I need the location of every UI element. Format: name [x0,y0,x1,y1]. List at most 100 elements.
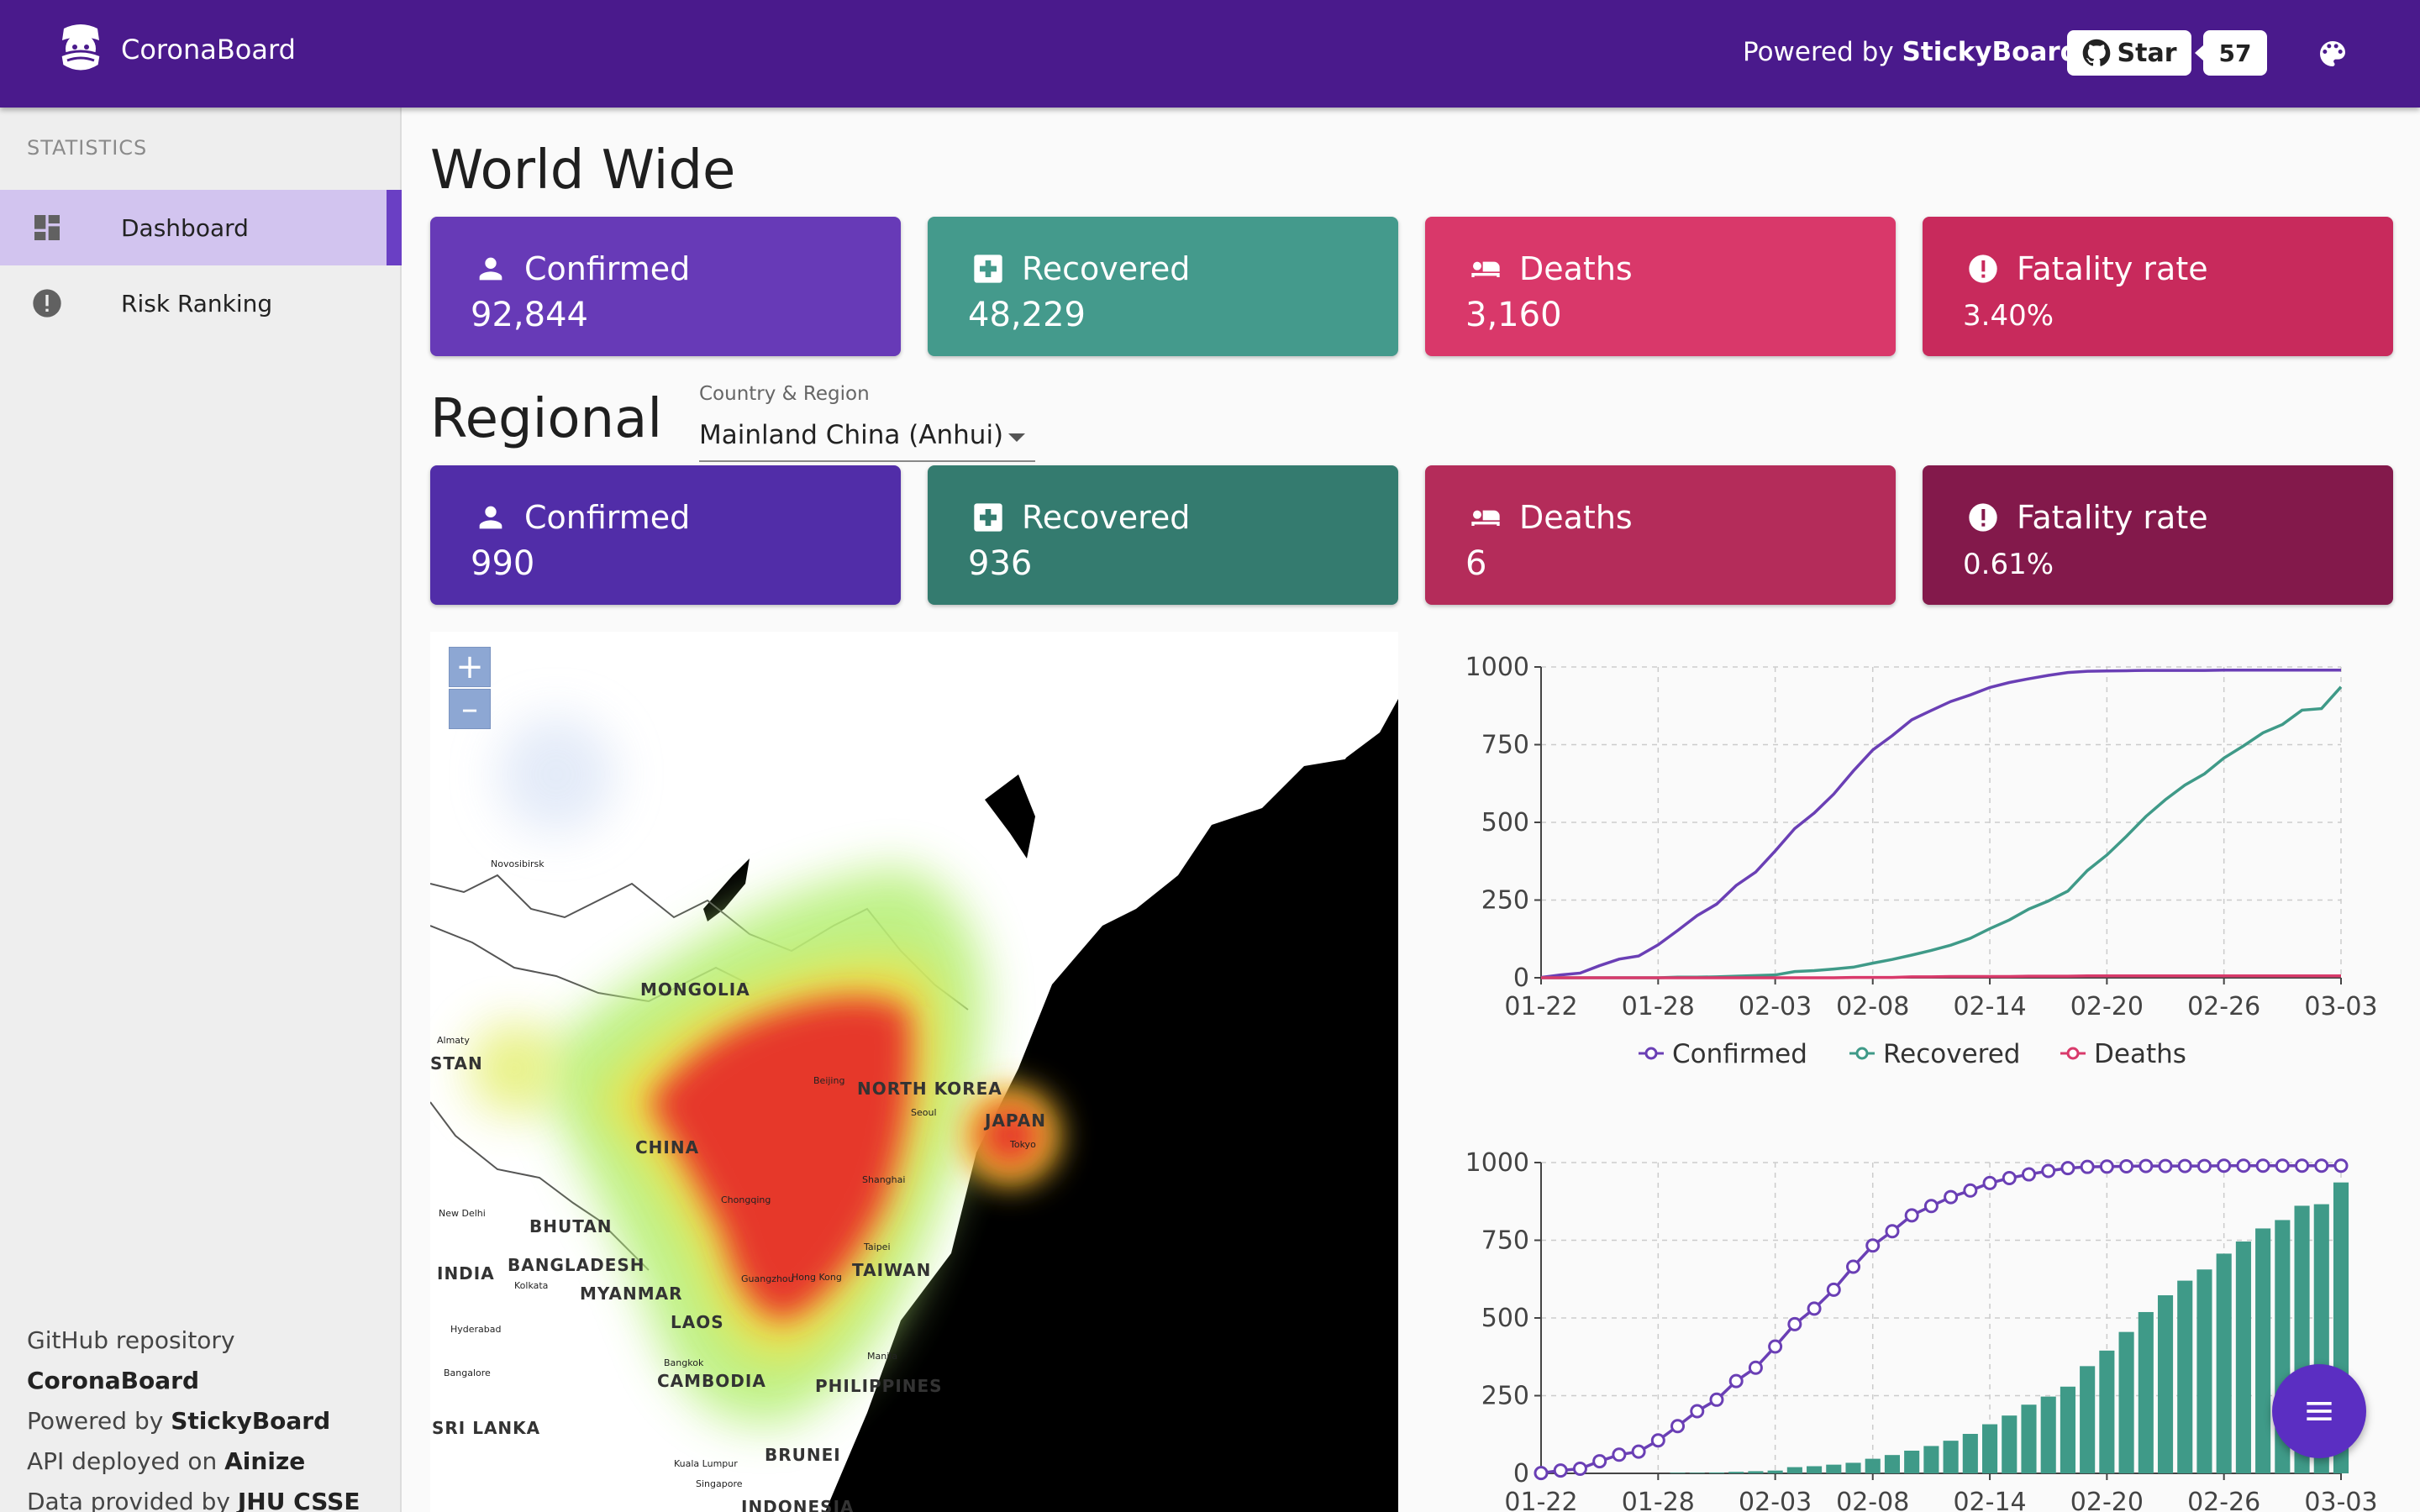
bar-recovered [1904,1450,1920,1473]
point-confirmed [1963,1183,1978,1198]
country-region-select[interactable]: Mainland China (Anhui) [699,413,1035,462]
y-tick-label: 0 [1513,1459,1529,1488]
app-title[interactable]: CoronaBoard [121,34,296,66]
y-tick-label: 250 [1481,886,1529,916]
map-city: Seoul [911,1107,937,1118]
person-icon [479,506,502,529]
card-value: 990 [471,544,535,583]
bar-recovered [2118,1331,2134,1473]
map-city: Singapore [696,1478,743,1489]
bar-recovered [2040,1396,2056,1473]
point-confirmed [2236,1158,2251,1173]
card-label: Deaths [1519,499,1633,536]
card-value: 3,160 [1465,296,1562,334]
powered-by[interactable]: Powered by StickyBoard [1743,37,2079,67]
map-label-indonesia: INDONESIA [741,1497,855,1512]
map-city: Kuala Lumpur [674,1458,738,1469]
zoom-out-button[interactable]: – [449,689,491,729]
menu-fab-button[interactable] [2272,1364,2366,1458]
regional-fatality-rate-card: Fatality rate 0.61% [1923,465,2393,605]
bar-recovered [2235,1241,2251,1473]
x-tick-label: 02-03 [1739,992,1812,1021]
map-label-taiwan: TAIWAN [852,1260,932,1280]
top-app-bar: CoronaBoard Powered by StickyBoard Star … [0,0,2420,108]
footer-prefix: Powered by [27,1407,164,1435]
legend-label-recovered: Recovered [1883,1039,2020,1069]
point-confirmed [1846,1259,1861,1274]
map-basemap [430,699,1398,1512]
map-city: Manila [867,1351,898,1362]
github-star-count[interactable]: 57 [2195,30,2267,76]
world-recovered-card: Recovered 48,229 [928,217,1398,356]
map-city: Hyderabad [450,1324,502,1335]
map-city: Beijing [813,1075,845,1086]
footer-link-github[interactable]: CoronaBoard [27,1367,199,1394]
footer-link-jhu-csse[interactable]: JHU CSSE [237,1488,360,1512]
map-label-philippines: PHILIPPINES [815,1376,943,1396]
map-label-stan: STAN [430,1053,483,1074]
map-city: Kolkata [514,1280,549,1291]
footer-link-ainize[interactable]: Ainize [224,1447,306,1475]
bar-recovered [1807,1466,1823,1473]
map-label-japan: JAPAN [985,1110,1046,1131]
point-confirmed [2119,1158,2134,1173]
medical-plus-icon [974,503,1002,532]
map-city: Shanghai [862,1174,906,1185]
card-label: Confirmed [524,499,691,536]
card-label: Deaths [1519,250,1633,287]
bar-recovered [1767,1470,1783,1473]
bar-recovered [1786,1467,1802,1473]
point-confirmed [2196,1158,2212,1173]
card-value: 0.61% [1963,548,2054,581]
footer-link-stickyboard[interactable]: StickyBoard [171,1407,331,1435]
point-confirmed [1553,1463,1568,1478]
regional-title: Regional [430,388,663,450]
card-value: 3.40% [1963,299,2054,333]
sidebar-item-dashboard[interactable]: Dashboard [0,190,402,265]
point-confirmed [1592,1454,1607,1469]
map-label-china: CHINA [635,1137,700,1158]
point-confirmed [1572,1461,1587,1476]
bar-recovered [1981,1424,1998,1473]
zoom-in-button[interactable]: + [449,647,491,687]
map-label-north-korea: NORTH KOREA [857,1079,1002,1099]
x-tick-label: 02-26 [2187,1488,2260,1512]
github-star-button[interactable]: Star [2067,30,2191,76]
point-confirmed [2314,1158,2329,1173]
footer-line-api: API deployed on Ainize [27,1441,400,1482]
map-city: Bangalore [444,1368,491,1378]
map-city: Bangkok [664,1357,704,1368]
point-confirmed [1865,1238,1881,1253]
point-confirmed [2002,1171,2017,1185]
bar-recovered [1943,1441,1959,1473]
footer-line-data: Data provided by JHU CSSE [27,1482,400,1512]
sidebar-item-label: Dashboard [121,213,249,242]
regional-deaths-card: Deaths 6 [1425,465,1896,605]
point-confirmed [1826,1282,1841,1297]
point-confirmed [1650,1433,1665,1448]
point-confirmed [1904,1208,1919,1223]
powered-brand[interactable]: StickyBoard [1902,37,2079,67]
point-confirmed [2060,1161,2075,1176]
sidebar-item-risk-ranking[interactable]: Risk Ranking [0,265,402,341]
world-deaths-card: Deaths 3,160 [1425,217,1896,356]
palette-icon[interactable] [2316,37,2349,71]
map-city: Novosibirsk [491,858,544,869]
world-fatality-rate-card: Fatality rate 3.40% [1923,217,2393,356]
regional-recovered-card: Recovered 936 [928,465,1398,605]
legend-marker [1644,1047,1658,1060]
footer-prefix: API deployed on [27,1447,218,1475]
x-tick-label: 02-03 [1739,1488,1812,1512]
point-confirmed [2275,1158,2290,1173]
point-confirmed [1690,1404,1705,1419]
point-confirmed [1670,1419,1686,1434]
y-tick-label: 500 [1481,1304,1529,1333]
sidebar-item-label: Risk Ranking [121,289,273,318]
bar-recovered [2216,1253,2232,1473]
map-label-india: INDIA [437,1263,495,1284]
y-tick-label: 1000 [1465,1148,1529,1178]
corona-mask-logo-icon[interactable] [55,22,106,77]
point-confirmed [1534,1466,1549,1481]
alert-circle-icon [1969,503,1997,532]
heatmap-map[interactable]: + – MONGOLIA NORTH KOREA JAPAN CHINA BHU… [430,632,1398,1512]
